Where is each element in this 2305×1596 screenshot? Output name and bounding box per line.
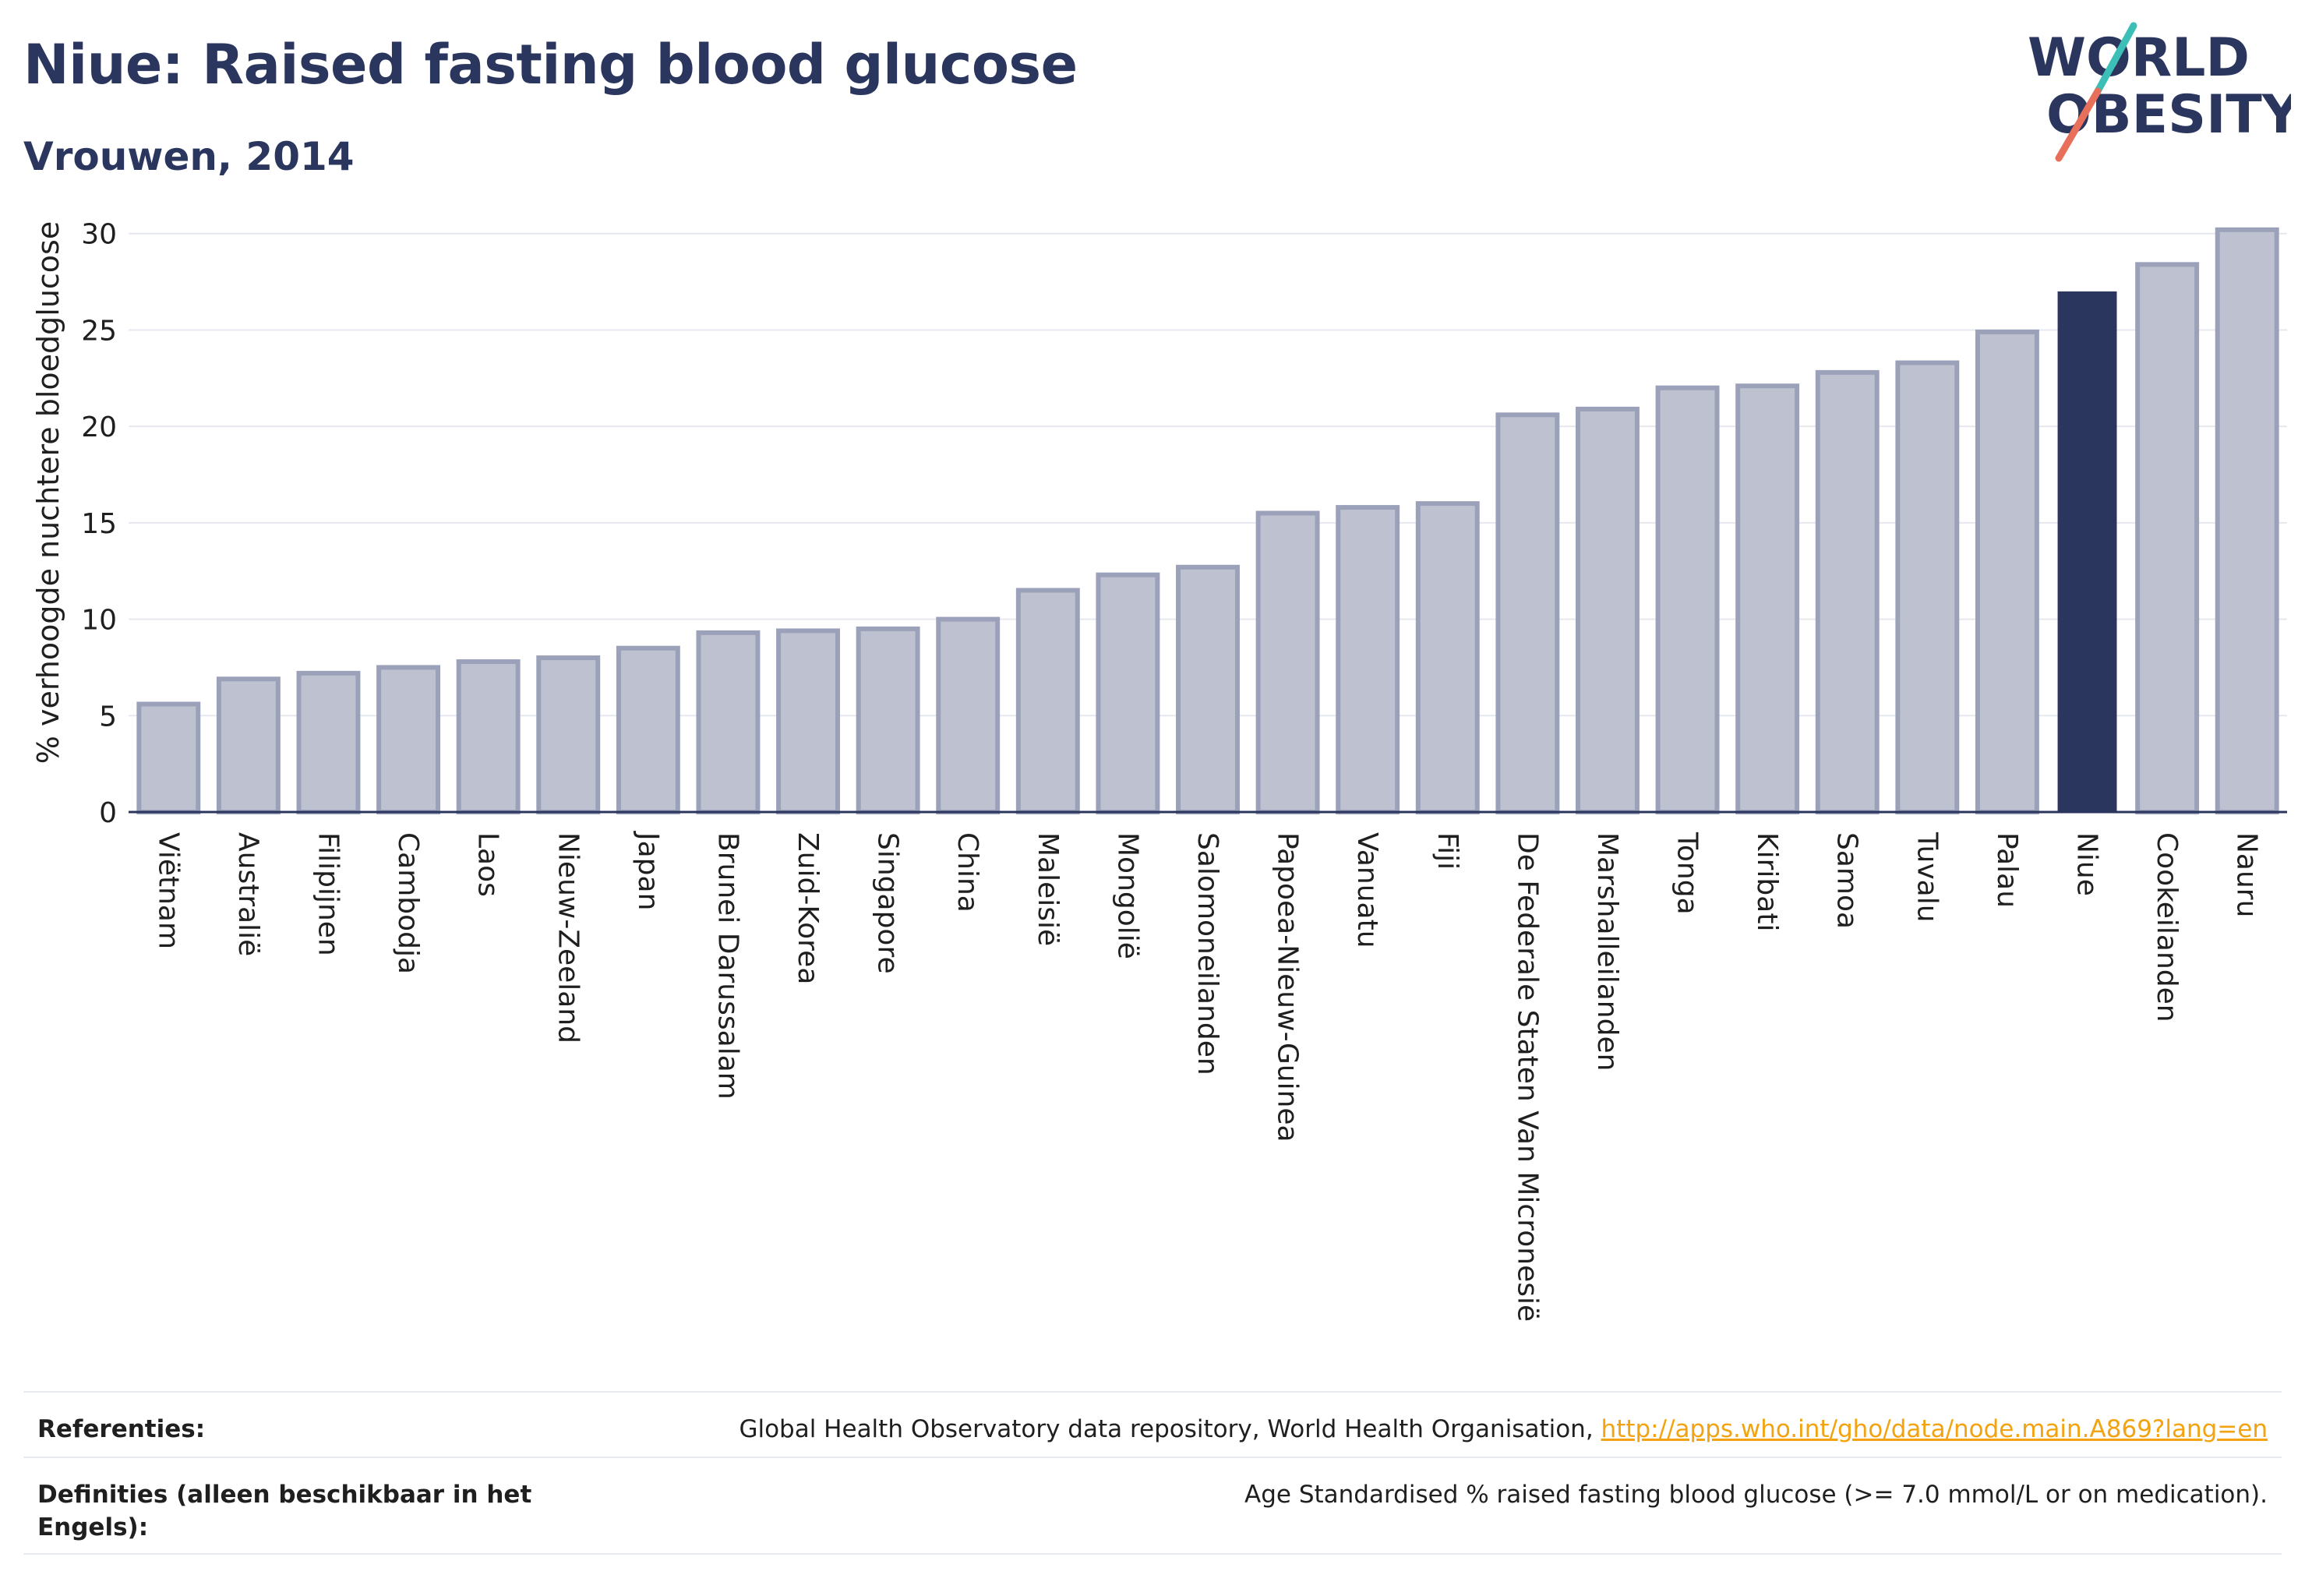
x-tick-label: Cambodja — [392, 832, 424, 974]
page-title: Niue: Raised fasting blood glucose — [23, 33, 1078, 97]
bar — [856, 626, 920, 814]
x-tick-label: Brunei Darussalam — [711, 832, 743, 1100]
bar — [1015, 588, 1080, 814]
bar — [536, 655, 601, 814]
page-subtitle: Vrouwen, 2014 — [23, 134, 355, 179]
y-tick-label: 0 — [99, 797, 117, 829]
x-tick-label: Zuid-Korea — [792, 832, 824, 984]
bar — [936, 616, 1001, 814]
bar — [1655, 385, 1720, 814]
x-tick-labels: Viëtnam Australië Filipijnen Cambodja Laos Ni… — [152, 831, 2262, 1322]
x-tick-label: Tuvalu — [1911, 832, 1943, 923]
x-tick-label: Salomoneilanden — [1191, 832, 1223, 1075]
x-tick-label: Tonga — [1671, 832, 1703, 915]
references-value: Global Health Observatory data repositor… — [739, 1413, 2268, 1446]
x-tick-label: Mongolië — [1111, 832, 1143, 959]
bar-chart: 0 5 10 15 20 25 30 Viëtnam Australië Filipijnen C… — [81, 219, 2287, 1322]
x-tick-label: Japan — [632, 831, 664, 910]
definitions-label: Definities (alleen beschikbaar in het En… — [37, 1481, 532, 1541]
x-tick-label: Cookeilanden — [2151, 832, 2183, 1022]
y-tick-label: 15 — [81, 508, 117, 540]
bar — [1895, 360, 1960, 815]
x-tick-label: Filipijnen — [312, 832, 344, 956]
x-tick-label: Kiribati — [1751, 832, 1783, 931]
y-tick-label: 25 — [81, 315, 117, 347]
bar — [1415, 501, 1480, 814]
logo-slash-teal — [2094, 22, 2137, 95]
bar — [136, 701, 201, 815]
x-tick-label: Papoea-Nieuw-Guinea — [1272, 832, 1304, 1142]
y-tick-label: 30 — [81, 219, 117, 251]
bar — [1815, 369, 1880, 815]
definitions-value: Age Standardised % raised fasting blood … — [1244, 1481, 2268, 1509]
bar — [456, 659, 521, 814]
bars — [136, 227, 2279, 815]
x-tick-label: China — [951, 832, 983, 913]
world-obesity-logo: WORLD OBESITY — [2028, 22, 2291, 162]
y-tick-label: 5 — [99, 701, 117, 733]
x-tick-label: Maleisië — [1032, 832, 1064, 946]
x-tick-label: Palau — [1991, 832, 2023, 908]
x-tick-label: Nauru — [2231, 832, 2263, 917]
bar — [2215, 227, 2279, 815]
x-tick-label: Vanuatu — [1351, 832, 1383, 948]
y-tick-label: 10 — [81, 605, 117, 637]
references-row: Referenties: Global Health Observatory d… — [23, 1391, 2282, 1457]
bar — [616, 645, 680, 814]
x-tick-label: Australië — [232, 832, 264, 956]
y-tick-labels: 0 5 10 15 20 25 30 — [81, 219, 117, 829]
bar — [2135, 262, 2200, 814]
bar — [1096, 572, 1160, 814]
bar — [1495, 412, 1560, 814]
x-tick-label: Nieuw-Zeeland — [552, 832, 584, 1043]
logo-line1: WORLD — [2028, 27, 2250, 89]
bar — [1255, 510, 1320, 814]
logo-slash-coral — [2055, 87, 2102, 162]
bar — [1735, 383, 1800, 814]
x-tick-label: Niue — [2071, 832, 2103, 896]
references-text: Global Health Observatory data repositor… — [739, 1415, 1601, 1443]
bar — [216, 676, 281, 814]
x-tick-label: De Federale Staten Van Micronesië — [1511, 832, 1543, 1322]
references-label: Referenties: — [37, 1415, 206, 1443]
x-tick-label: Marshalleilanden — [1591, 832, 1623, 1071]
bar — [296, 670, 361, 815]
bar — [376, 665, 441, 814]
definitions-row: Definities (alleen beschikbaar in het En… — [23, 1457, 2282, 1555]
bar — [1576, 406, 1640, 814]
x-tick-label: Laos — [472, 832, 504, 897]
references-link[interactable]: http://apps.who.int/gho/data/node.main.A… — [1601, 1415, 2268, 1443]
x-tick-label: Fiji — [1431, 832, 1463, 870]
bar — [776, 628, 840, 814]
bar — [696, 630, 761, 815]
x-tick-label: Samoa — [1831, 832, 1863, 929]
x-tick-label: Viëtnam — [152, 832, 184, 949]
x-tick-label: Singapore — [872, 832, 904, 974]
bar — [1975, 329, 2039, 815]
y-tick-label: 20 — [81, 411, 117, 443]
bar-highlight — [2057, 291, 2117, 812]
bar — [1336, 505, 1400, 814]
bar — [1176, 564, 1240, 814]
references-table: Referenties: Global Health Observatory d… — [23, 1391, 2282, 1555]
